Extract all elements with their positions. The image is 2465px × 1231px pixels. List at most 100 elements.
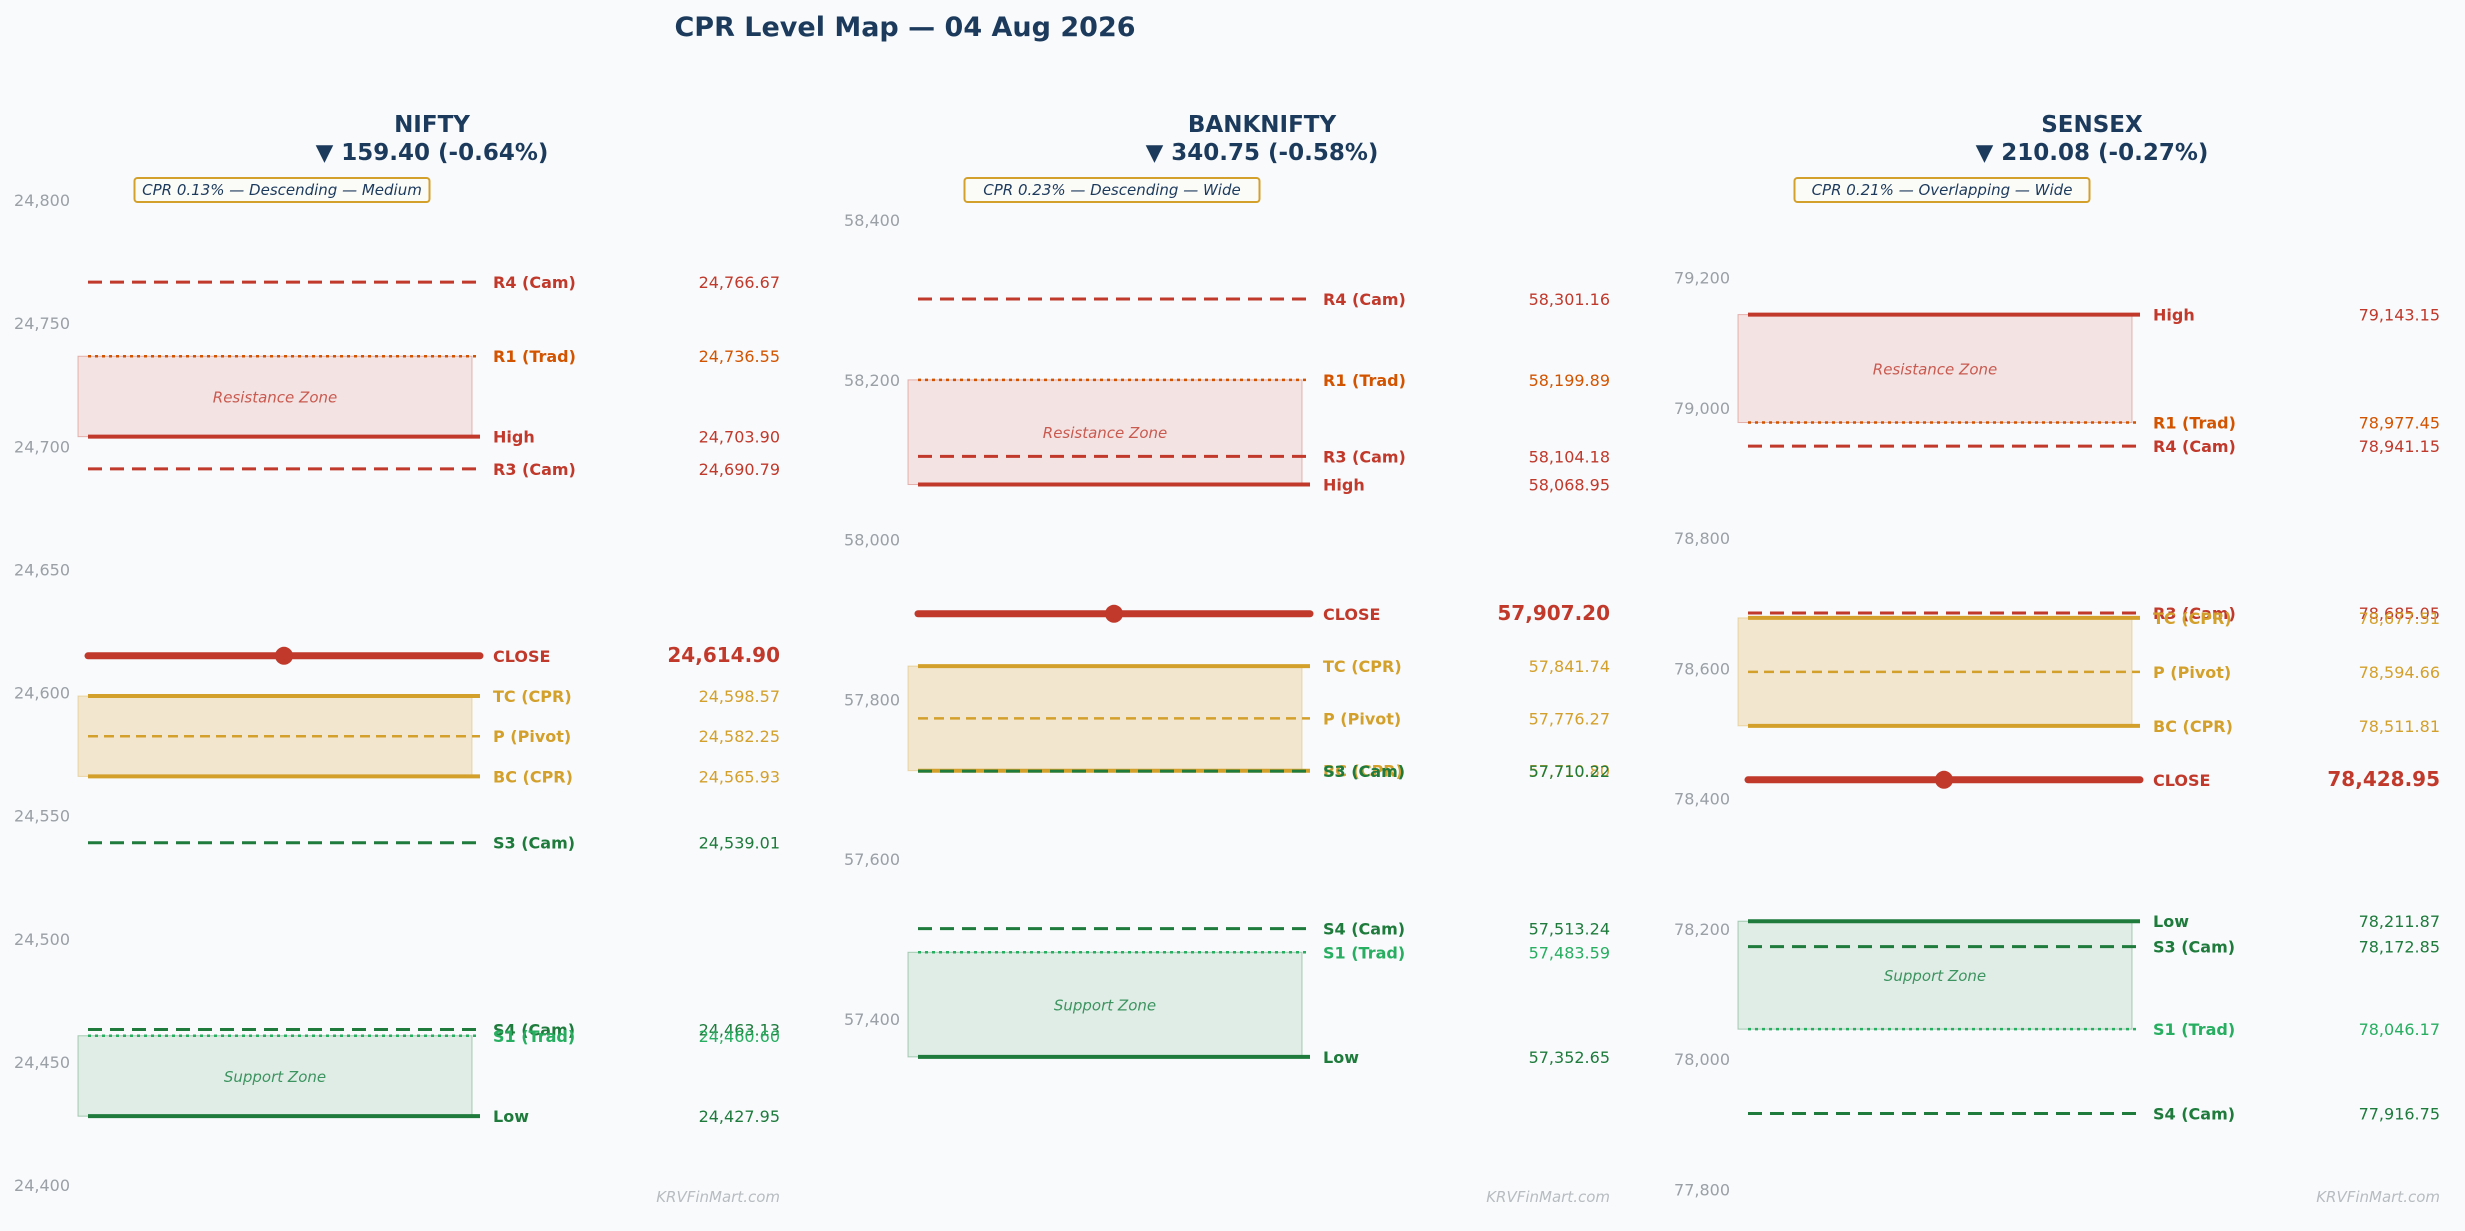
page-title: CPR Level Map — 04 Aug 2026 xyxy=(674,12,1135,43)
level-label-s3-cam: S3 (Cam) xyxy=(2153,938,2235,957)
y-tick-label: 78,200 xyxy=(1674,920,1730,939)
level-label-r1-trad: R1 (Trad) xyxy=(493,347,576,366)
level-label-low: Low xyxy=(1323,1048,1359,1067)
panel-change: ▼ 159.40 (-0.64%) xyxy=(316,140,549,166)
support-zone-label: Support Zone xyxy=(1054,997,1156,1015)
watermark: KRVFinMart.com xyxy=(2316,1188,2440,1206)
y-tick-label: 57,600 xyxy=(844,850,900,869)
close-marker xyxy=(1105,604,1123,623)
level-value-p-pivot: 24,582.25 xyxy=(699,727,780,746)
level-value-s1-trad: 24,460.60 xyxy=(699,1027,780,1046)
level-value-tc-cpr: 24,598.57 xyxy=(699,687,780,706)
level-value-r1-trad: 24,736.55 xyxy=(699,347,780,366)
level-value-close: 78,428.95 xyxy=(2327,767,2440,791)
level-value-bc-cpr: 24,565.93 xyxy=(699,767,780,786)
y-tick-label: 24,600 xyxy=(14,684,70,703)
y-tick-label: 24,450 xyxy=(14,1053,70,1072)
cpr-badge-box xyxy=(133,177,431,203)
level-value-bc-cpr: 57,710.80 xyxy=(1529,762,1610,781)
y-tick-label: 57,800 xyxy=(844,690,900,709)
cpr-badge-box xyxy=(1793,177,2091,203)
level-value-r1-trad: 58,199.89 xyxy=(1529,371,1610,390)
level-label-close: CLOSE xyxy=(2153,771,2210,790)
cpr-badge-box xyxy=(963,177,1261,203)
cpr-badge: CPR 0.13% — Descending — Medium xyxy=(142,181,422,199)
y-tick-label: 78,000 xyxy=(1674,1050,1730,1069)
level-label-tc-cpr: TC (CPR) xyxy=(2153,609,2232,628)
level-value-bc-cpr: 78,511.81 xyxy=(2359,717,2440,736)
support-zone xyxy=(77,1035,473,1117)
level-label-high: High xyxy=(493,428,535,447)
level-value-r3-cam: 58,104.18 xyxy=(1529,447,1610,466)
y-tick-label: 24,800 xyxy=(14,191,70,210)
watermark: KRVFinMart.com xyxy=(1486,1188,1610,1206)
resistance-zone-label: Resistance Zone xyxy=(1043,424,1167,442)
level-label-s4-cam: S4 (Cam) xyxy=(1323,920,1405,939)
panel-change: ▼ 340.75 (-0.58%) xyxy=(1146,140,1379,166)
level-value-s4-cam: 57,513.24 xyxy=(1529,920,1610,939)
y-tick-label: 24,700 xyxy=(14,437,70,456)
support-zone xyxy=(1737,920,2133,1030)
level-label-s3-cam: S3 (Cam) xyxy=(1323,762,1405,781)
y-tick-label: 58,000 xyxy=(844,531,900,550)
level-label-r3-cam: R3 (Cam) xyxy=(2153,604,2236,623)
y-tick-label: 57,400 xyxy=(844,1010,900,1029)
level-value-close: 24,614.90 xyxy=(667,643,780,667)
resistance-zone-label: Resistance Zone xyxy=(1873,361,1997,379)
level-label-p-pivot: P (Pivot) xyxy=(1323,709,1401,728)
level-value-s3-cam: 24,539.01 xyxy=(699,834,780,853)
resistance-zone xyxy=(907,379,1303,486)
level-label-s3-cam: S3 (Cam) xyxy=(493,834,575,853)
y-tick-label: 78,800 xyxy=(1674,529,1730,548)
level-value-p-pivot: 78,594.66 xyxy=(2359,663,2440,682)
y-tick-label: 58,200 xyxy=(844,371,900,390)
y-tick-label: 24,750 xyxy=(14,314,70,333)
close-marker xyxy=(1935,770,1953,789)
level-value-tc-cpr: 78,677.51 xyxy=(2359,609,2440,628)
panel-title: NIFTY xyxy=(394,112,470,138)
level-label-p-pivot: P (Pivot) xyxy=(493,727,571,746)
level-label-low: Low xyxy=(493,1107,529,1126)
level-label-r1-trad: R1 (Trad) xyxy=(2153,414,2236,433)
support-zone-label: Support Zone xyxy=(224,1068,326,1086)
level-label-bc-cpr: BC (CPR) xyxy=(1323,762,1403,781)
panel-title: SENSEX xyxy=(2041,112,2143,138)
y-tick-label: 78,400 xyxy=(1674,790,1730,809)
level-value-r3-cam: 24,690.79 xyxy=(699,460,780,479)
panel-sensex: SENSEX▼ 210.08 (-0.27%) CPR 0.21% — Overl… xyxy=(1674,112,2440,1206)
y-tick-label: 79,000 xyxy=(1674,399,1730,418)
level-value-low: 57,352.65 xyxy=(1529,1048,1610,1067)
level-value-s3-cam: 78,172.85 xyxy=(2359,938,2440,957)
level-value-low: 78,211.87 xyxy=(2359,912,2440,931)
level-value-s1-trad: 78,046.17 xyxy=(2359,1020,2440,1039)
level-label-close: CLOSE xyxy=(1323,605,1380,624)
y-tick-label: 78,600 xyxy=(1674,659,1730,678)
level-label-high: High xyxy=(2153,306,2195,325)
resistance-zone xyxy=(77,355,473,438)
level-label-r4-cam: R4 (Cam) xyxy=(1323,290,1406,309)
level-value-s4-cam: 77,916.75 xyxy=(2359,1104,2440,1123)
y-tick-label: 24,500 xyxy=(14,930,70,949)
level-value-s3-cam: 57,710.22 xyxy=(1529,762,1610,781)
support-zone xyxy=(907,951,1303,1058)
y-tick-label: 24,650 xyxy=(14,560,70,579)
cpr-badge: CPR 0.23% — Descending — Wide xyxy=(983,181,1240,199)
level-value-r3-cam: 78,685.05 xyxy=(2359,604,2440,623)
level-label-p-pivot: P (Pivot) xyxy=(2153,663,2231,682)
level-value-high: 79,143.15 xyxy=(2359,306,2440,325)
level-label-bc-cpr: BC (CPR) xyxy=(2153,717,2233,736)
y-tick-label: 24,550 xyxy=(14,807,70,826)
level-value-r4-cam: 78,941.15 xyxy=(2359,437,2440,456)
level-value-low: 24,427.95 xyxy=(699,1107,780,1126)
level-label-r3-cam: R3 (Cam) xyxy=(493,460,576,479)
level-label-tc-cpr: TC (CPR) xyxy=(1323,657,1402,676)
level-label-low: Low xyxy=(2153,912,2189,931)
level-label-s1-trad: S1 (Trad) xyxy=(1323,943,1405,962)
level-label-s4-cam: S4 (Cam) xyxy=(493,1021,575,1040)
panel-nifty: NIFTY▼ 159.40 (-0.64%) CPR 0.13% — Descen… xyxy=(14,112,780,1206)
support-zone-label: Support Zone xyxy=(1884,967,1986,985)
level-label-s1-trad: S1 (Trad) xyxy=(2153,1020,2235,1039)
level-value-close: 57,907.20 xyxy=(1497,601,1610,625)
cpr-badge: CPR 0.21% — Overlapping — Wide xyxy=(1812,181,2073,199)
